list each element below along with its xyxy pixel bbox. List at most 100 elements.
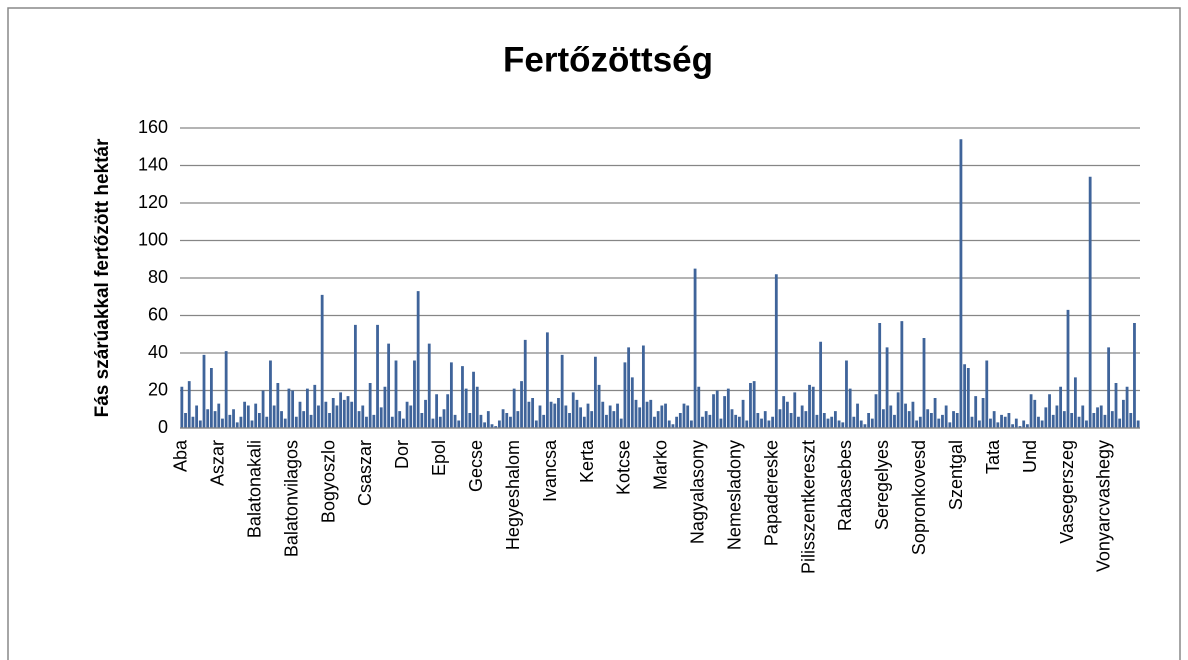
- bar: [712, 394, 715, 428]
- bar: [527, 401, 531, 428]
- bar: [549, 401, 553, 428]
- bar: [202, 354, 206, 428]
- bar: [793, 392, 797, 428]
- bar: [1007, 413, 1011, 428]
- bar: [859, 420, 863, 428]
- bar: [435, 394, 439, 428]
- bar: [387, 343, 391, 428]
- bar: [291, 390, 295, 428]
- bar: [955, 413, 959, 428]
- bar: [302, 411, 306, 428]
- bar: [697, 386, 701, 428]
- bar: [822, 413, 826, 428]
- bar: [1000, 414, 1003, 428]
- bar: [893, 414, 896, 428]
- x-tick-label: Seregelyes: [872, 440, 892, 530]
- bar: [1103, 414, 1107, 428]
- bar: [1133, 323, 1136, 428]
- bar: [1040, 420, 1044, 428]
- x-tick-label: Epol: [429, 440, 449, 476]
- bar: [1125, 386, 1129, 428]
- bar: [224, 351, 228, 428]
- bar: [734, 414, 738, 428]
- bar: [269, 360, 272, 428]
- bar: [1003, 416, 1007, 428]
- bar: [1136, 420, 1140, 428]
- bar: [1048, 394, 1051, 428]
- bar: [457, 420, 461, 428]
- x-tick-label: Gecse: [466, 440, 486, 492]
- bar: [1110, 411, 1114, 428]
- bar: [191, 416, 195, 428]
- bar: [833, 411, 837, 428]
- bar: [785, 401, 789, 428]
- bar: [837, 420, 841, 428]
- bar: [870, 418, 874, 428]
- bar: [948, 422, 952, 428]
- bar: [283, 418, 287, 428]
- bar: [593, 356, 597, 428]
- bar: [826, 418, 830, 428]
- bar: [372, 414, 376, 428]
- bar: [841, 422, 845, 428]
- bar: [1107, 347, 1111, 428]
- x-tick-label: Nemesladony: [724, 440, 744, 550]
- bar: [479, 414, 483, 428]
- bar: [634, 399, 638, 428]
- bar: [896, 392, 900, 428]
- bar: [568, 413, 571, 428]
- bar: [531, 398, 535, 428]
- bar: [298, 401, 302, 428]
- bar: [1085, 420, 1088, 428]
- bar: [280, 411, 283, 428]
- bar: [808, 384, 811, 428]
- bar: [1022, 420, 1026, 428]
- bar: [660, 405, 664, 428]
- bar: [557, 398, 560, 428]
- bar: [874, 394, 878, 428]
- bar: [564, 405, 568, 428]
- bar: [627, 347, 631, 428]
- bar: [638, 407, 642, 428]
- bar: [774, 274, 778, 428]
- bar: [933, 398, 937, 428]
- bar: [398, 411, 402, 428]
- bar: [590, 411, 594, 428]
- bar: [667, 420, 671, 428]
- y-axis-label: Fás szárúakkal fertőzött hektár: [92, 138, 113, 417]
- bar: [597, 384, 601, 428]
- bar: [944, 405, 948, 428]
- bar: [719, 418, 723, 428]
- bar: [689, 420, 693, 428]
- bar: [361, 405, 365, 428]
- bar: [413, 360, 416, 428]
- bar: [235, 422, 239, 428]
- bar: [616, 403, 619, 428]
- bar: [320, 294, 324, 428]
- bar: [907, 411, 911, 428]
- bar: [431, 418, 435, 428]
- bar: [317, 405, 320, 428]
- bar: [228, 414, 232, 428]
- chart-title: Fertőzöttség: [503, 40, 713, 79]
- bar: [365, 416, 368, 428]
- bar: [1059, 386, 1063, 428]
- bar: [922, 338, 926, 428]
- bar: [409, 405, 413, 428]
- y-tick-label: 0: [158, 417, 168, 437]
- bar: [815, 414, 819, 428]
- x-tick-label: Kerta: [577, 439, 597, 483]
- chart-border: [7, 7, 1181, 660]
- bar: [963, 364, 967, 428]
- bar: [243, 401, 247, 428]
- bar: [464, 388, 468, 428]
- x-tick-label: Papadereske: [761, 440, 781, 546]
- bar: [335, 405, 339, 428]
- bar: [981, 398, 985, 428]
- bar: [276, 383, 280, 428]
- bar: [778, 409, 782, 428]
- bar: [649, 399, 653, 428]
- bar: [701, 416, 704, 428]
- bar: [494, 426, 498, 428]
- bar: [929, 413, 933, 428]
